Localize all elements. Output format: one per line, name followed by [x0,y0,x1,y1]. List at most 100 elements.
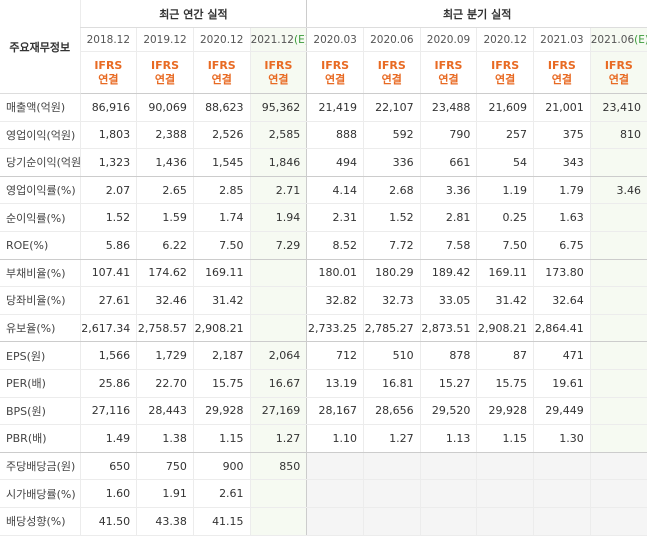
period: 2018.12 [86,33,131,46]
value-cell: 2.71 [249,176,307,205]
value-cell: 900 [192,452,251,481]
value-cell [419,479,477,508]
basis-header: IFRS 연결 [589,51,647,94]
basis-header: IFRS 연결 [79,51,137,94]
value-cell: 29,928 [476,397,534,426]
value-cell: 107.41 [79,259,137,288]
value-cell: 1,545 [192,148,251,177]
value-cell [306,452,364,481]
table-row: EPS(원) 1,566 1,729 2,187 2,064 712 510 878 87 471 [0,341,647,370]
value-cell: 1.15 [192,424,251,453]
value-cell: 86,916 [79,93,137,122]
row-label: 순이익률(%) [0,203,80,232]
scope: 연결 [381,72,402,86]
value-cell: 2,758.57 [136,314,194,343]
value-cell: 27,169 [249,397,307,426]
scope: 연결 [154,72,176,86]
table-row: 당기순이익(억원) 1,323 1,436 1,545 1,846 494 336 661 54… [0,148,647,177]
value-cell: 4.14 [306,176,364,205]
value-cell: 1.49 [79,424,137,453]
scope: 연결 [98,72,119,86]
period-header: 2019.12 [136,27,194,52]
row-label: EPS(원) [0,341,80,370]
period: 2020.12 [200,33,244,46]
row-label: 당좌비율(%) [0,286,80,315]
scope: 연결 [324,72,346,86]
period-header: 2021.03 [533,27,591,52]
value-cell: 5.86 [79,231,137,260]
value-cell: 1,846 [249,148,307,177]
basis: IFRS [377,58,406,72]
row-label: 유보율(%) [0,314,80,343]
value-cell: 19.61 [533,369,591,398]
value-cell: 1.27 [362,424,421,453]
table-row: 유보율(%) 2,617.34 2,758.57 2,908.21 2,733.25 2,… [0,314,647,343]
table-row: PBR(배) 1.49 1.38 1.15 1.27 1.10 1.27 1.13 1.15 1.… [0,424,647,453]
table-row: 부채비율(%) 107.41 174.62 169.11 180.01 180.29 189… [0,259,647,288]
basis-header: IFRS 연결 [136,51,194,94]
scope: 연결 [495,72,516,86]
table-row: 시가배당률(%) 1.60 1.91 2.61 [0,479,647,508]
value-cell: 750 [136,452,194,481]
value-cell [476,452,534,481]
basis: IFRS [547,58,576,72]
value-cell: 2.31 [306,203,364,232]
value-cell: 29,520 [419,397,477,426]
value-cell: 1.91 [136,479,194,508]
value-cell: 661 [419,148,477,177]
value-cell: 23,410 [589,93,647,122]
value-cell: 336 [362,148,421,177]
period-header: 2020.12 [476,27,534,52]
row-label: BPS(원) [0,397,80,426]
value-cell: 1,803 [79,121,137,150]
value-cell: 41.15 [192,507,251,536]
value-cell: 32.73 [362,286,421,315]
basis: IFRS [604,58,633,72]
value-cell: 2,864.41 [533,314,591,343]
value-cell: 189.42 [419,259,477,288]
value-cell [249,507,307,536]
period-header: 2021.06(E) [589,27,647,52]
value-cell: 2.68 [362,176,421,205]
value-cell [306,479,364,508]
value-cell [589,397,647,426]
value-cell: 2.61 [192,479,251,508]
row-label: 매출액(억원) [0,93,80,122]
table-row: 당좌비율(%) 27.61 32.46 31.42 32.82 32.73 33.05 31.… [0,286,647,315]
table-row: ROE(%) 5.86 6.22 7.50 7.29 8.52 7.72 7.58 7.50 6.… [0,231,647,260]
value-cell: 7.29 [249,231,307,260]
row-label: ROE(%) [0,231,80,260]
basis-header: IFRS 연결 [249,51,307,94]
value-cell [249,259,307,288]
value-cell: 29,449 [533,397,591,426]
value-cell: 1.19 [476,176,534,205]
period-header: 2020.06 [362,27,421,52]
value-cell: 2,908.21 [192,314,251,343]
row-label: PER(배) [0,369,80,398]
value-cell: 712 [306,341,364,370]
value-cell [589,203,647,232]
value-cell [419,452,477,481]
value-cell: 21,609 [476,93,534,122]
value-cell: 1.94 [249,203,307,232]
value-cell: 1.15 [476,424,534,453]
period-header: 2020.03 [306,27,364,52]
value-cell [589,259,647,288]
value-cell: 7.58 [419,231,477,260]
row-label: PBR(배) [0,424,80,453]
basis-header: IFRS 연결 [419,51,477,94]
row-label: 당기순이익(억원) [0,148,80,177]
value-cell: 16.81 [362,369,421,398]
value-cell: 2,585 [249,121,307,150]
value-cell: 22,107 [362,93,421,122]
value-cell: 13.19 [306,369,364,398]
value-cell: 31.42 [192,286,251,315]
table-row: 영업이익률(%) 2.07 2.65 2.85 2.71 4.14 2.68 3.36 1.19… [0,176,647,205]
period: 2020.06 [370,33,414,46]
value-cell: 54 [476,148,534,177]
value-cell: 27.61 [79,286,137,315]
period: 2020.09 [426,33,471,46]
value-cell: 7.50 [476,231,534,260]
value-cell: 2.85 [192,176,251,205]
